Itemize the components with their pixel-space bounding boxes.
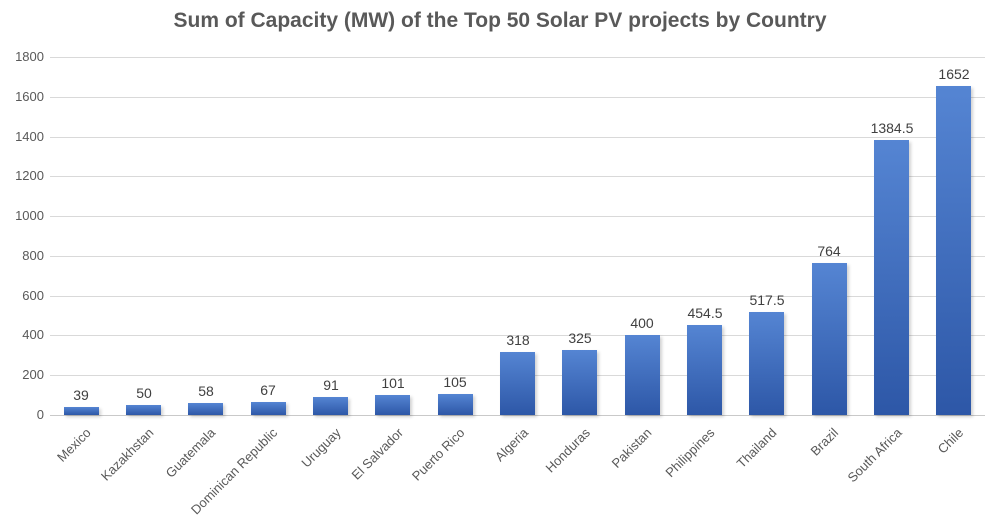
y-axis-tick-label: 1800 (15, 49, 44, 64)
x-category-label-text: El Salvador (347, 425, 406, 483)
x-category-label-text: South Africa (844, 425, 905, 486)
y-axis-tick-label: 1200 (15, 168, 44, 183)
bar-value-label: 1384.5 (870, 120, 914, 136)
y-axis-tick-label: 600 (22, 288, 44, 303)
x-category-label-text: Honduras (542, 425, 593, 476)
bar-mexico[interactable] (64, 407, 99, 415)
bar-value-label: 67 (260, 382, 276, 398)
x-category-label-text: Uruguay (298, 425, 344, 471)
bar-uruguay[interactable] (313, 397, 348, 415)
bar-value-label: 764 (817, 243, 841, 259)
bar-value-label: 101 (381, 375, 405, 391)
gridline (50, 137, 985, 138)
y-axis-tick-label: 1600 (15, 89, 44, 104)
bar-thailand[interactable] (749, 312, 784, 415)
y-axis-tick-label: 200 (22, 367, 44, 382)
x-axis-line (50, 415, 985, 416)
bar-dominican-republic[interactable] (251, 402, 286, 415)
x-category-label-text: Pakistan (608, 425, 655, 471)
bar-value-label: 39 (73, 387, 89, 403)
bar-el-salvador[interactable] (375, 395, 410, 415)
bar-value-label: 318 (506, 332, 530, 348)
x-category-label-text: Brazil (808, 425, 842, 459)
gridline (50, 216, 985, 217)
bar-guatemala[interactable] (188, 403, 223, 415)
bar-chile[interactable] (936, 86, 971, 415)
bar-value-label: 91 (323, 377, 339, 393)
bar-value-label: 50 (136, 385, 152, 401)
chart-title: Sum of Capacity (MW) of the Top 50 Solar… (173, 9, 827, 32)
x-category-label-text: Puerto Rico (408, 425, 468, 484)
bar-pakistan[interactable] (625, 335, 660, 415)
x-category-label-text: Philippines (662, 425, 718, 481)
bar-philippines[interactable] (687, 325, 722, 415)
gridline (50, 256, 985, 257)
gridline (50, 296, 985, 297)
bar-kazakhstan[interactable] (126, 405, 161, 415)
x-category-label-text: Thailand (733, 425, 780, 471)
x-category-label-text: Kazakhstan (97, 425, 157, 484)
bar-south-africa[interactable] (874, 140, 909, 415)
bar-honduras[interactable] (562, 350, 597, 415)
y-axis-tick-label: 800 (22, 248, 44, 263)
bar-value-label: 105 (443, 374, 467, 390)
gridline (50, 335, 985, 336)
bar-value-label: 517.5 (749, 292, 785, 308)
bar-value-label: 454.5 (687, 305, 723, 321)
x-category-label-text: Mexico (53, 425, 94, 465)
bar-algeria[interactable] (500, 352, 535, 415)
y-axis-tick-label: 400 (22, 327, 44, 342)
x-category-label-text: Algeria (491, 425, 531, 465)
gridline (50, 97, 985, 98)
gridline (50, 57, 985, 58)
bar-value-label: 1652 (938, 66, 970, 82)
y-axis-tick-label: 0 (36, 407, 44, 422)
bar-brazil[interactable] (812, 263, 847, 415)
bar-value-label: 58 (198, 383, 214, 399)
bar-value-label: 325 (568, 330, 592, 346)
x-category-label-text: Guatemala (163, 425, 219, 481)
y-axis-tick-label: 1400 (15, 129, 44, 144)
bar-puerto-rico[interactable] (438, 394, 473, 415)
y-axis-tick-label: 1000 (15, 208, 44, 223)
gridline (50, 176, 985, 177)
x-category-label-text: Chile (935, 425, 967, 457)
bar-value-label: 400 (630, 315, 654, 331)
